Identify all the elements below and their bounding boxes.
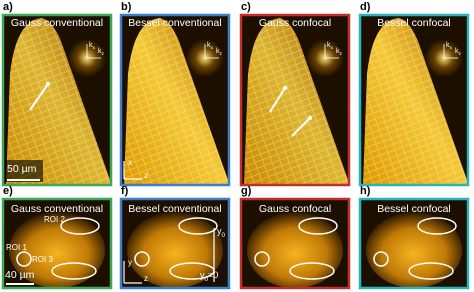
text-part: 0 <box>222 232 226 239</box>
panel-border <box>1 13 113 187</box>
panel-title: Bessel conventional <box>128 203 221 215</box>
arrow-head <box>307 115 313 121</box>
cross-section-image <box>9 212 105 288</box>
panel-label: g) <box>241 185 252 197</box>
text-part: k <box>446 42 450 49</box>
fft-axis-label: kx <box>207 42 214 51</box>
text-part: y <box>200 270 205 280</box>
panel-label: e) <box>3 185 13 197</box>
text-part: x <box>93 46 96 51</box>
roi-outline <box>298 217 338 235</box>
text-part: x <box>331 46 334 51</box>
root-cells <box>363 18 467 186</box>
roi-outline <box>60 217 100 235</box>
cross-section-image <box>247 212 343 288</box>
panel-label: a) <box>3 1 13 13</box>
text-part: y <box>217 226 222 236</box>
panel-title: Bessel confocal <box>377 203 451 215</box>
panel-title: Gauss confocal <box>259 17 331 29</box>
fft-axis-label: kz <box>98 48 105 57</box>
text-part: k <box>89 42 93 49</box>
panel-title: Gauss conventional <box>11 17 103 29</box>
panel-border <box>358 197 470 290</box>
axis-label: x <box>128 158 132 167</box>
panel-label: h) <box>360 185 371 197</box>
roi-outline <box>373 251 389 267</box>
panel-label: f) <box>121 185 129 197</box>
fft-axis-label: kx <box>89 42 96 51</box>
panel-border <box>1 197 113 290</box>
text-part: x <box>211 46 214 51</box>
text-part: z <box>459 52 462 57</box>
arrow <box>291 117 311 137</box>
root-cells <box>6 18 110 186</box>
roi-label: ROI 2 <box>44 215 65 224</box>
roi-label: ROI 1 <box>6 243 27 252</box>
root-cells <box>124 18 228 186</box>
root-cells <box>244 18 348 186</box>
fft-axis-label: kx <box>327 42 334 51</box>
text-part: z <box>102 52 105 57</box>
fft-axis-label: kz <box>216 48 223 57</box>
roi-outline <box>254 251 270 267</box>
scale-bar-box <box>5 160 43 182</box>
panel-border <box>239 13 351 187</box>
panel-border <box>358 13 470 187</box>
arrow <box>269 87 286 113</box>
cross-section-image <box>366 212 462 288</box>
roi-outline <box>408 262 454 280</box>
roi-outline <box>417 217 457 235</box>
text-part: z <box>340 52 343 57</box>
axis-label: z <box>144 171 148 180</box>
fft-axis-label: kz <box>336 48 343 57</box>
panel-title: Bessel confocal <box>377 17 451 29</box>
y0-label: y0=0 <box>200 270 218 282</box>
roi-outline <box>289 262 335 280</box>
roi-outline <box>178 217 218 235</box>
cross-section-image <box>127 212 223 288</box>
roi-label: ROI 3 <box>32 255 53 264</box>
text-part: k <box>98 48 102 55</box>
text-part: 0 <box>205 276 209 283</box>
panel-label: c) <box>241 1 251 13</box>
fft-axis-label: kz <box>455 48 462 57</box>
panel-border <box>119 13 231 187</box>
arrow-head <box>282 85 288 91</box>
panel-border <box>239 197 351 290</box>
panel-title: Gauss confocal <box>259 203 331 215</box>
text-part: k <box>455 48 459 55</box>
arrow <box>29 83 49 111</box>
scale-bar-label: 50 µm <box>7 163 37 175</box>
text-part: k <box>336 48 340 55</box>
text-part: =0 <box>208 270 218 280</box>
panel-label: d) <box>360 1 371 13</box>
panel-title: Bessel conventional <box>128 17 221 29</box>
panel-label: b) <box>121 1 132 13</box>
text-part: x <box>450 46 453 51</box>
axis-label: z <box>144 274 148 283</box>
y0-label: y0 <box>217 226 226 238</box>
panel-border <box>119 197 231 290</box>
text-part: z <box>220 52 223 57</box>
arrow-head <box>45 81 51 87</box>
fft-axis-label: kx <box>446 42 453 51</box>
scale-bar-label: 40 µm <box>5 269 35 281</box>
text-part: k <box>207 42 211 49</box>
roi-outline <box>16 251 32 267</box>
axis-label: y <box>128 258 132 267</box>
panel-title: Gauss conventional <box>11 203 103 215</box>
roi-outline <box>51 262 97 280</box>
roi-outline <box>134 251 150 267</box>
text-part: k <box>327 42 331 49</box>
text-part: k <box>216 48 220 55</box>
